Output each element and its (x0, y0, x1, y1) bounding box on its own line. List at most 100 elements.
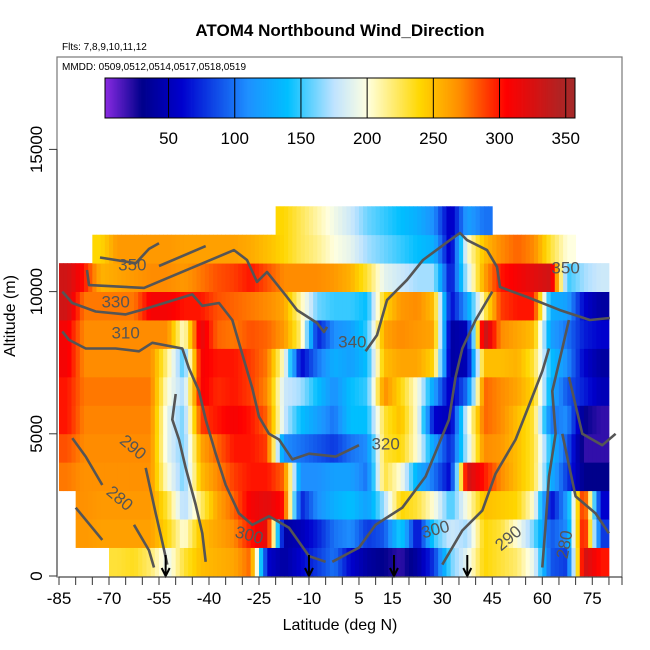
colorbar-swatch (357, 78, 360, 118)
heatmap-cell (196, 291, 202, 321)
colorbar-swatch (381, 78, 384, 118)
colorbar-swatch (124, 78, 127, 118)
colorbar-swatch (461, 78, 463, 118)
heatmap-cell (138, 462, 143, 492)
heatmap-cell (508, 320, 514, 349)
heatmap-cell (371, 263, 377, 292)
colorbar-swatch (466, 78, 469, 118)
colorbar-swatch (470, 78, 473, 118)
heatmap-cell (183, 490, 189, 520)
colorbar-swatch (236, 78, 238, 118)
heatmap-cell (121, 320, 127, 349)
heatmap-cell (129, 291, 135, 321)
heatmap-cell (163, 320, 168, 349)
colorbar-swatch (322, 78, 324, 118)
heatmap-cell (521, 234, 527, 264)
heatmap-cell (75, 490, 81, 520)
contour-line (441, 348, 551, 566)
heatmap-cell (408, 462, 414, 492)
colorbar-swatch (531, 78, 534, 118)
heatmap-cell (413, 376, 418, 406)
heatmap-cell (504, 433, 510, 463)
colorbar-swatch (148, 78, 151, 118)
heatmap-cell (550, 263, 556, 292)
heatmap-cell (417, 462, 422, 492)
heatmap-cell (504, 291, 510, 321)
heatmap-cell (113, 320, 118, 349)
heatmap-cell (354, 348, 360, 378)
heatmap-cell (279, 433, 285, 463)
heatmap-cell (417, 263, 422, 292)
heatmap-cell (59, 320, 64, 349)
heatmap-cell (446, 376, 452, 406)
colorbar-swatch (396, 78, 398, 118)
heatmap-cell (600, 547, 606, 577)
colorbar-swatch (474, 78, 477, 118)
heatmap-cell (329, 320, 335, 349)
colorbar-swatch (506, 78, 508, 118)
heatmap-cell (109, 234, 114, 264)
heatmap-cell (100, 291, 106, 321)
heatmap-cell (592, 462, 597, 492)
heatmap-cell (71, 462, 77, 492)
colorbar-swatch (371, 78, 373, 118)
heatmap-cell (109, 376, 114, 406)
heatmap-cell (433, 490, 439, 520)
heatmap-cell (479, 263, 485, 292)
heatmap-cell (117, 433, 122, 463)
heatmap-cell (392, 490, 397, 520)
colorbar-swatch (127, 78, 130, 118)
heatmap-cell (575, 263, 581, 292)
heatmap-cell (383, 405, 389, 435)
heatmap-cell (383, 376, 389, 406)
heatmap-cell (150, 405, 156, 435)
heatmap-cell (84, 462, 89, 492)
heatmap-cell (483, 291, 489, 321)
contour-label: 340 (338, 332, 366, 351)
heatmap-cell (263, 433, 268, 463)
heatmap-cell (388, 291, 393, 321)
heatmap-cell (238, 547, 243, 577)
heatmap-cell (579, 462, 585, 492)
heatmap-cell (554, 320, 560, 349)
contour-line (132, 524, 156, 568)
heatmap-cell (109, 433, 114, 463)
colorbar-swatch (487, 78, 490, 118)
heatmap-cell (450, 490, 456, 520)
heatmap-cell (471, 433, 477, 463)
heatmap-cell (150, 433, 156, 463)
colorbar-swatch (242, 78, 245, 118)
colorbar-swatch (306, 78, 308, 118)
heatmap-cell (246, 348, 252, 378)
heatmap-cell (583, 376, 589, 406)
heatmap-cell (588, 348, 593, 378)
heatmap-cell (525, 433, 531, 463)
x-tick-label: -55 (147, 589, 172, 608)
heatmap-cell (229, 433, 235, 463)
contour-label: 350 (551, 258, 579, 277)
heatmap-cell (571, 490, 577, 520)
heatmap-cell (283, 320, 289, 349)
heatmap-cell (396, 234, 402, 264)
colorbar-swatch (270, 78, 273, 118)
heatmap-cell (438, 234, 443, 264)
colorbar-swatch (244, 78, 246, 118)
colorbar-swatch (340, 78, 343, 118)
heatmap-cell (59, 263, 64, 292)
heatmap-cell (479, 490, 485, 520)
heatmap-cell (583, 547, 589, 577)
heatmap-cell (225, 547, 231, 577)
colorbar-swatch (514, 78, 516, 118)
heatmap-cell (413, 348, 418, 378)
heatmap-cell (304, 263, 310, 292)
heatmap-cell (538, 234, 543, 264)
heatmap-cell (471, 206, 477, 236)
colorbar-swatch (533, 78, 536, 118)
colorbar-swatch (392, 78, 395, 118)
heatmap-cell (454, 433, 460, 463)
heatmap-cell (500, 291, 506, 321)
colorbar-swatch (196, 78, 199, 118)
heatmap-cell (146, 263, 152, 292)
heatmap-cell (371, 405, 377, 435)
heatmap-cell (417, 405, 422, 435)
